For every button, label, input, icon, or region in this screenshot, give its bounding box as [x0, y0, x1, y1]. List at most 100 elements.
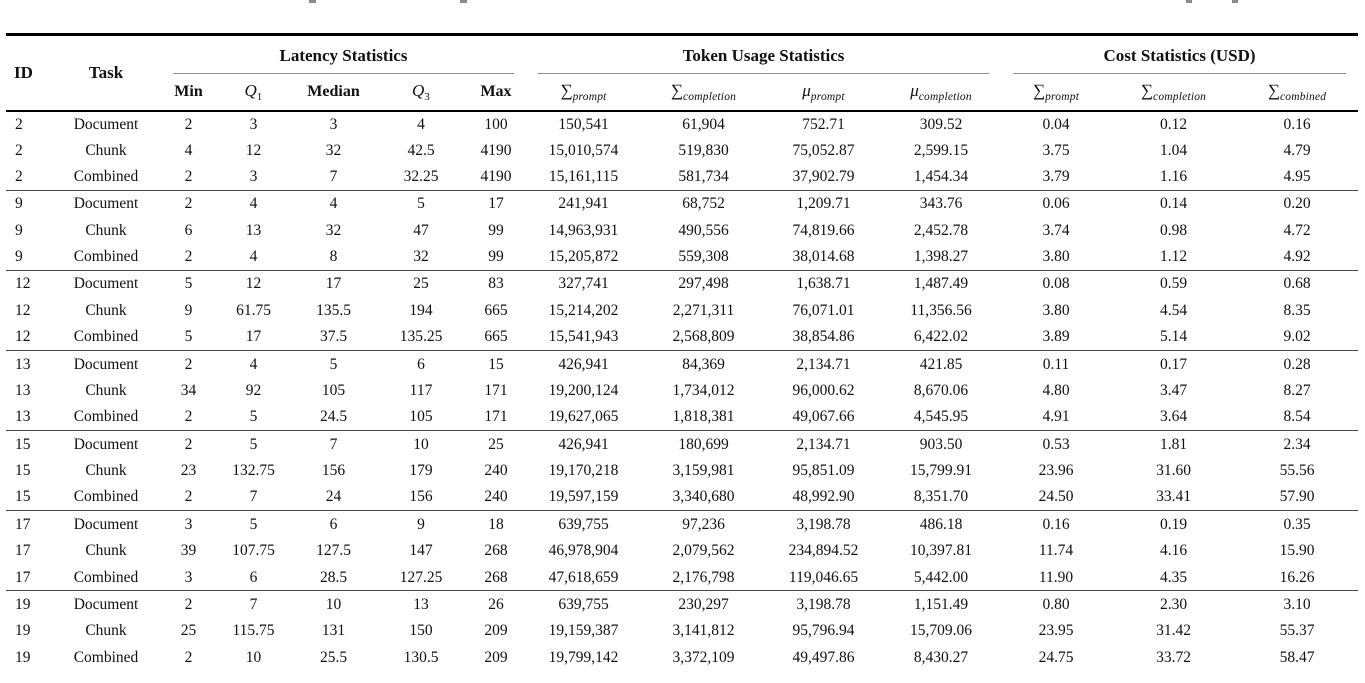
cell-value: 115.75 — [232, 622, 275, 640]
cell-value: 426,941 — [526, 350, 641, 378]
cell-task: Document — [51, 190, 161, 218]
cell-value: 5 — [216, 430, 291, 458]
clipped-caption-fragment — [1186, 0, 1192, 3]
table-row: 13 Chunk 34 92 105 117 171 19,200,124 1,734,012 9… — [6, 377, 1358, 404]
cell-value: 241,941 — [526, 190, 641, 218]
cell-value: 0.12 — [1159, 115, 1188, 133]
group-label: Cost Statistics (USD) — [1103, 45, 1256, 65]
cell-value: 2,134.71 — [766, 430, 881, 458]
cell-value: 37.5 — [319, 328, 348, 346]
table-row: 15 Document 2 5 7 10 25 426,941 180,699 2,134.71 9… — [6, 430, 1359, 458]
cell-value: 95,851.09 — [792, 462, 855, 480]
cell-value: 3 — [184, 568, 193, 586]
cell-value: 1,487.49 — [881, 270, 1002, 298]
cell-value: 0.35 — [1236, 510, 1359, 538]
cell-task: Document — [73, 115, 139, 133]
col-header-id: ID — [6, 34, 51, 112]
cell-value: 297,498 — [641, 270, 766, 298]
cell-value: 31.42 — [1156, 622, 1191, 640]
cell-value: 171 — [484, 381, 508, 399]
cell-value: 9 — [376, 510, 466, 538]
cell-value: 1,818,381 — [672, 408, 735, 426]
cell-value: 32 — [325, 221, 342, 239]
cell-value: 95,796.94 — [792, 622, 855, 640]
col-header-token-mean-completion: μcompletion — [881, 73, 1002, 112]
cell-value: 99 — [488, 248, 504, 266]
cell-value: 5 — [376, 190, 466, 218]
cell-value: 327,741 — [526, 270, 641, 298]
cell-value: 11.74 — [1038, 542, 1074, 560]
col-header-token-mean-prompt: μprompt — [766, 73, 881, 112]
col-header-max: Max — [466, 73, 526, 112]
cell-value: 7 — [249, 488, 258, 506]
table-row: 2 Chunk 4 12 32 42.5 4190 15,010,574 519,830 75,0… — [6, 137, 1358, 164]
cell-value: 19,200,124 — [548, 381, 619, 399]
cell-value: 46,978,904 — [548, 542, 619, 560]
cell-value: 5 — [249, 408, 258, 426]
sub-header-row: Min Q1 Median Q3 Max ∑prompt ∑completion… — [6, 73, 1359, 112]
cell-task: Combined — [73, 408, 139, 426]
cell-value: 3.80 — [1042, 301, 1070, 319]
cell-value: 665 — [484, 328, 508, 346]
cell-value: 4190 — [480, 141, 512, 159]
group-header-token-usage: Token Usage Statistics — [526, 35, 1001, 74]
cell-value: 3 — [249, 115, 258, 133]
cell-value: 194 — [409, 301, 433, 319]
cell-value: 8,351.70 — [913, 488, 969, 506]
table-row: 19 Chunk 25 115.75 131 150 209 19,159,387 3,141,… — [6, 618, 1358, 645]
cell-value: 75,052.87 — [792, 141, 855, 159]
cell-value: 10 — [291, 590, 376, 618]
group-header-latency: Latency Statistics — [161, 35, 526, 74]
clipped-caption-fragment — [460, 0, 467, 3]
cmidrule — [173, 72, 514, 74]
cell-value: 26 — [466, 590, 526, 618]
cell-value: 519,830 — [678, 141, 729, 159]
cell-id: 9 — [15, 221, 23, 239]
cell-value: 2 — [161, 430, 216, 458]
table-row: 12 Combined 5 17 37.5 135.25 665 15,541,943 2,56… — [6, 324, 1358, 351]
cell-value: 105 — [321, 381, 346, 399]
cell-value: 150,541 — [558, 115, 609, 133]
cell-task: Document — [51, 270, 161, 298]
cell-value: 0.17 — [1111, 350, 1237, 378]
cell-value: 3,340,680 — [672, 488, 735, 506]
cell-value: 4 — [216, 190, 291, 218]
cell-value: 33.72 — [1156, 648, 1191, 666]
cell-value: 1,638.71 — [766, 270, 881, 298]
cell-value: 2 — [184, 115, 193, 133]
cell-value: 421.85 — [881, 350, 1002, 378]
cell-value: 24 — [325, 488, 342, 506]
cell-value: 3 — [329, 115, 338, 133]
cell-value: 96,000.62 — [792, 381, 855, 399]
cell-value: 5 — [216, 510, 291, 538]
group-label: Token Usage Statistics — [682, 45, 845, 65]
group-label: Latency Statistics — [279, 45, 408, 65]
cell-value: 1,398.27 — [913, 248, 969, 266]
cell-value: 5.14 — [1159, 328, 1188, 346]
cell-value: 343.76 — [881, 190, 1002, 218]
cell-value: 240 — [484, 462, 508, 480]
cell-value: 49,497.86 — [792, 648, 855, 666]
cell-value: 4 — [249, 248, 258, 266]
cell-value: 34 — [180, 381, 197, 399]
cell-task: Combined — [73, 648, 139, 666]
cell-task: Document — [51, 350, 161, 378]
cell-value: 61,904 — [682, 115, 725, 133]
cell-value: 11.90 — [1038, 568, 1074, 586]
cell-value: 268 — [484, 542, 508, 560]
cell-id: 12 — [15, 301, 31, 319]
cell-value: 234,894.52 — [788, 542, 859, 560]
cell-value: 57.90 — [1279, 488, 1315, 506]
cell-value: 8,430.27 — [913, 648, 969, 666]
cell-value: 38,014.68 — [792, 248, 855, 266]
cell-value: 0.14 — [1111, 190, 1237, 218]
cell-value: 49,067.66 — [792, 408, 855, 426]
cell-task: Document — [51, 510, 161, 538]
cell-value: 127.25 — [399, 568, 443, 586]
table-row: 12 Chunk 9 61.75 135.5 194 665 15,214,202 2,271,… — [6, 297, 1358, 324]
cell-value: 15,161,115 — [548, 168, 619, 186]
cell-value: 752.71 — [802, 115, 845, 133]
cell-value: 92 — [245, 381, 262, 399]
cell-value: 4.72 — [1283, 221, 1311, 239]
